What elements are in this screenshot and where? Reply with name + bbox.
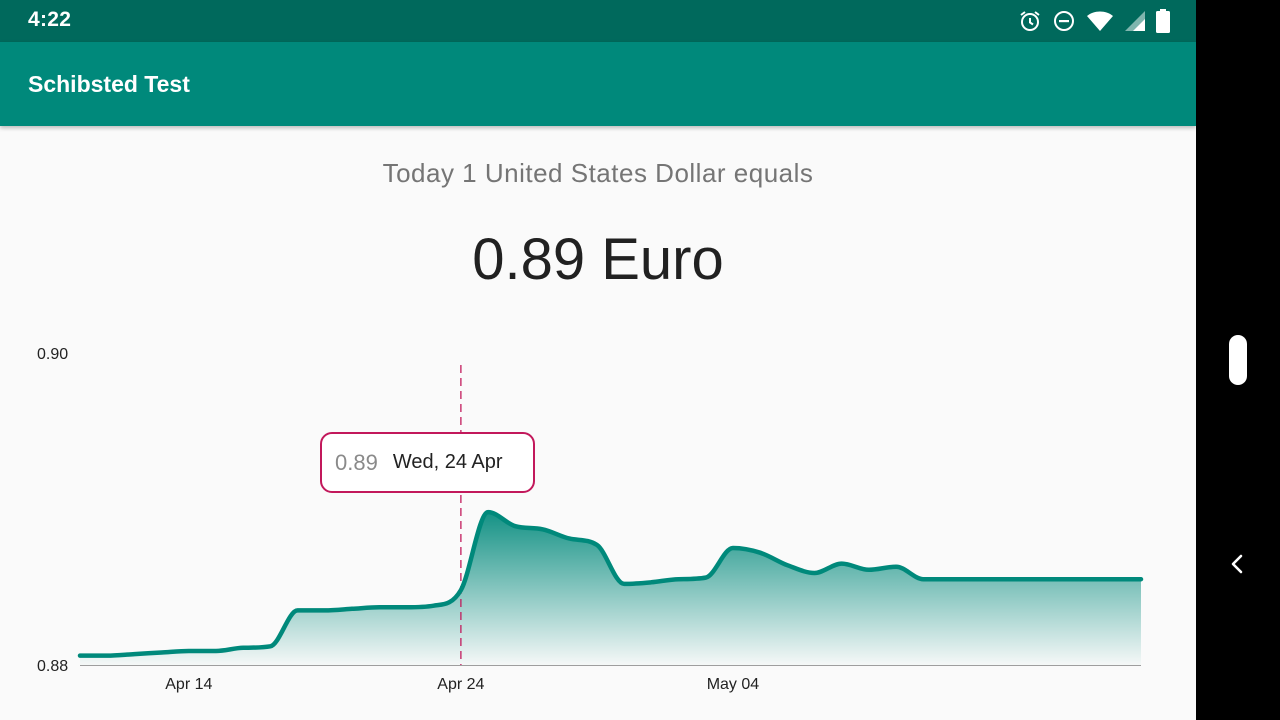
rate-subtitle: Today 1 United States Dollar equals — [382, 158, 814, 188]
alarm-icon — [1018, 9, 1042, 33]
x-tick-label: Apr 14 — [165, 676, 212, 693]
series-line — [77, 509, 1144, 658]
back-button[interactable] — [1228, 552, 1248, 581]
y-tick-label: 0.88 — [37, 658, 68, 675]
chart-tooltip: 0.89 Wed, 24 Apr — [320, 432, 535, 493]
home-pill-button[interactable] — [1229, 335, 1247, 385]
cell-signal-icon — [1124, 10, 1146, 32]
x-tick-label: May 04 — [707, 676, 760, 693]
wifi-icon — [1086, 10, 1114, 32]
y-tick-label: 0.90 — [37, 346, 68, 363]
app-title: Schibsted Test — [28, 71, 190, 97]
x-tick-label: Apr 24 — [437, 676, 484, 693]
exchange-rate: 0.89 Euro — [472, 227, 724, 292]
status-bar: 4:22 — [0, 0, 1196, 42]
status-icons — [1018, 8, 1170, 34]
battery-icon — [1156, 9, 1170, 33]
app-screen: 4:22 Schibsted Test Today 1 United State… — [0, 0, 1196, 720]
chart-canvas[interactable]: 0.90 0.88 Apr 14 Apr 24 May 04 — [0, 330, 1196, 720]
do-not-disturb-icon — [1052, 9, 1076, 33]
app-bar: Schibsted Test — [0, 42, 1196, 126]
status-time: 4:22 — [28, 8, 72, 31]
chart-area-fill — [80, 512, 1141, 665]
tooltip-value: 0.89 — [335, 449, 378, 475]
chevron-left-icon — [1231, 554, 1243, 574]
tooltip-date: Wed, 24 Apr — [392, 451, 503, 473]
exchange-rate-chart[interactable]: 0.90 0.88 Apr 14 Apr 24 May 04 — [0, 330, 1196, 720]
